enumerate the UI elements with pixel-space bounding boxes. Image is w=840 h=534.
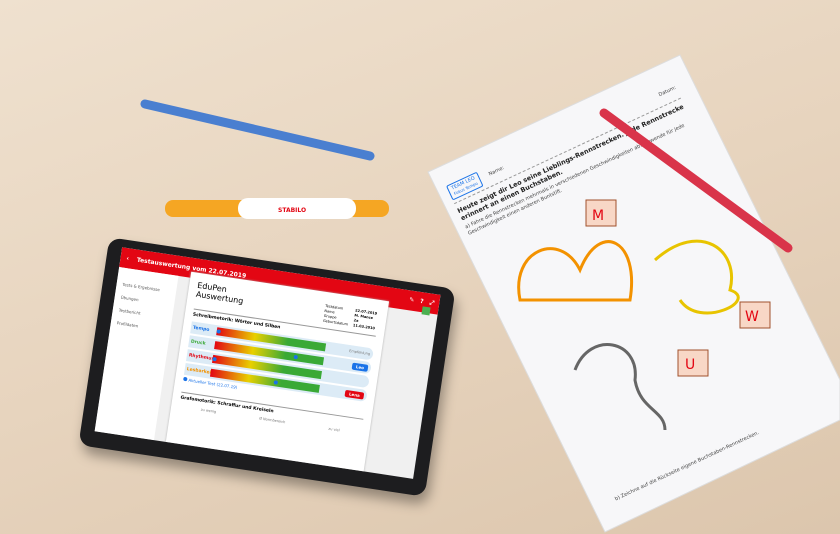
race-track-u bbox=[573, 343, 667, 431]
blue-pencil bbox=[140, 99, 375, 161]
score-marker bbox=[273, 380, 278, 385]
row-label: Druck bbox=[190, 339, 206, 347]
scale-norm: Ø Normbereich bbox=[258, 416, 286, 425]
score-marker bbox=[212, 356, 217, 362]
score-marker bbox=[293, 354, 298, 360]
tablet-screen: ‹ Testauswertung vom 22.07.2019 ✎? ⤢ Test… bbox=[94, 247, 441, 479]
legend-dot bbox=[183, 376, 188, 382]
sidebar: Tests & Ergebnisse Übungen Testbericht P… bbox=[94, 267, 179, 441]
user-button[interactable] bbox=[421, 306, 431, 316]
worksheet-date-label: Datum: bbox=[657, 84, 678, 99]
row-label: Rhythmus bbox=[188, 352, 215, 362]
coach-badge-lena: Lena bbox=[344, 389, 365, 400]
help-icon[interactable]: ? bbox=[419, 297, 425, 306]
report-document: EduPen Auswertung Testdatum 22.07.2019 Nam… bbox=[165, 271, 390, 472]
pen-brand: STABILO bbox=[278, 207, 306, 214]
race-track-m bbox=[517, 240, 633, 302]
letter-w: W bbox=[745, 309, 759, 325]
worksheet-name-label: Name: bbox=[487, 165, 506, 178]
back-icon[interactable]: ‹ bbox=[126, 254, 130, 262]
sign-w bbox=[739, 301, 771, 329]
row-label: Tempo bbox=[192, 325, 210, 333]
scale-high: zu viel bbox=[328, 426, 340, 433]
coach-badge-leo: Leo bbox=[351, 362, 369, 372]
score-marker bbox=[216, 329, 221, 334]
row-label: Lesbarkeit bbox=[186, 366, 214, 376]
letter-u: U bbox=[685, 357, 695, 373]
pen-grip bbox=[238, 198, 356, 219]
scale-low: zu wenig bbox=[200, 407, 217, 414]
pen-logo-icon[interactable]: ✎ bbox=[408, 296, 415, 304]
recommend-label: Empfehlung bbox=[348, 348, 371, 357]
sign-u bbox=[677, 349, 709, 377]
letter-m: M bbox=[592, 208, 604, 224]
